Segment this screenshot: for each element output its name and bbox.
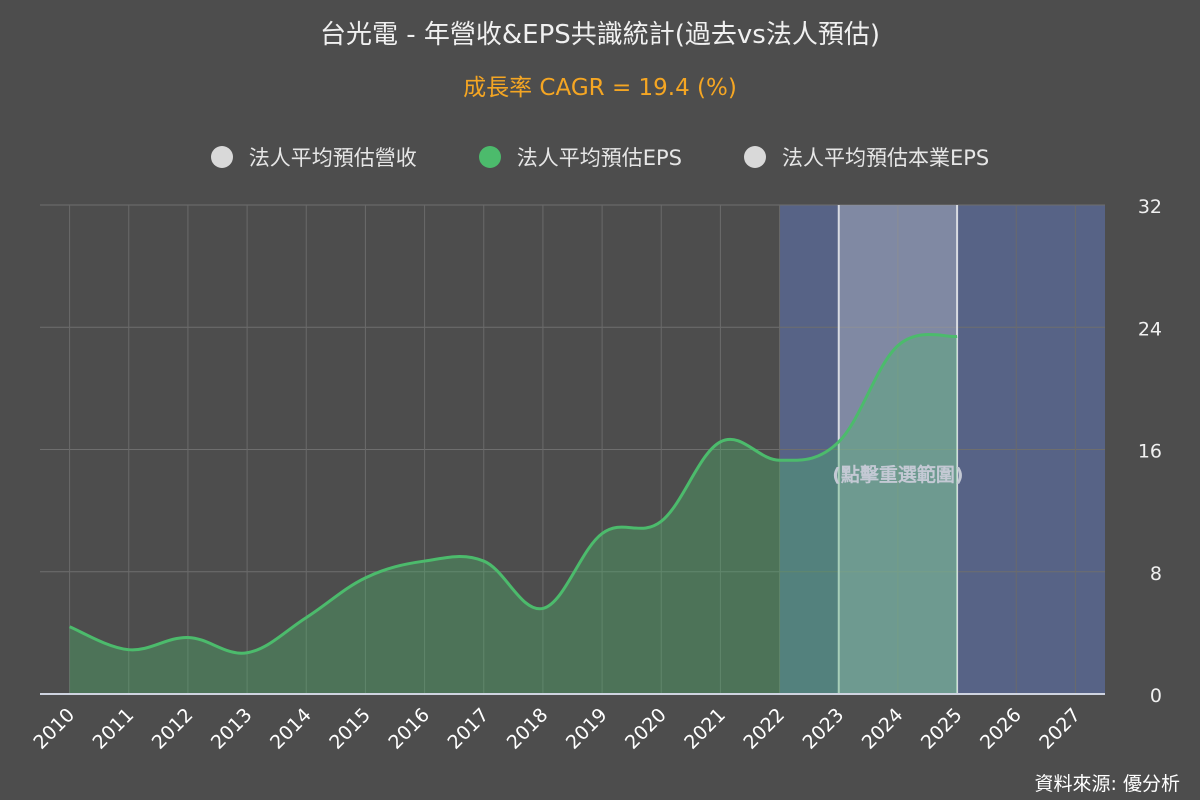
chart-title: 台光電 - 年營收&EPS共識統計(過去vs法人預估) — [319, 20, 881, 50]
legend-item-revenue[interactable]: 法人平均預估營收 — [210, 142, 417, 172]
y-tick-label-16: 16 — [1138, 441, 1162, 463]
legend-label-core-eps: 法人平均預估本業EPS — [782, 146, 990, 170]
series-eps-line — [69, 332, 958, 655]
x-tick-label-2020: 2020 — [621, 704, 671, 754]
chart-subtitle: 成長率 CAGR = 19.4 (%) — [463, 75, 737, 101]
x-tick-label-2022: 2022 — [739, 704, 789, 754]
legend-item-eps[interactable]: 法人平均預估EPS — [478, 142, 682, 172]
selected-range[interactable] — [838, 205, 958, 694]
x-tick-label-2015: 2015 — [325, 704, 375, 754]
y-tick-label-32: 32 — [1138, 196, 1162, 218]
y-tick-label-24: 24 — [1138, 318, 1162, 340]
x-tick-label-2010: 2010 — [29, 704, 79, 754]
x-tick-label-2011: 2011 — [89, 704, 139, 754]
legend-label-eps: 法人平均預估EPS — [516, 146, 682, 170]
x-tick-label-2027: 2027 — [1035, 704, 1085, 754]
x-tick-label-2019: 2019 — [562, 704, 612, 754]
data-source: 資料來源: 優分析 — [1034, 773, 1180, 795]
y-tick-label-8: 8 — [1150, 563, 1162, 585]
legend-dot-revenue-icon — [210, 146, 233, 168]
legend-label-revenue: 法人平均預估營收 — [248, 146, 417, 170]
x-tick-label-2017: 2017 — [444, 704, 494, 754]
x-tick-label-2024: 2024 — [858, 704, 908, 754]
y-tick-label-0: 0 — [1150, 685, 1162, 707]
x-tick-label-2023: 2023 — [799, 704, 849, 754]
x-tick-label-2021: 2021 — [680, 704, 730, 754]
x-tick-label-2018: 2018 — [503, 704, 553, 754]
legend-dot-eps-icon — [478, 146, 501, 168]
legend-item-core-eps[interactable]: 法人平均預估本業EPS — [744, 142, 989, 172]
x-tick-label-2013: 2013 — [207, 704, 257, 754]
x-tick-label-2016: 2016 — [384, 704, 434, 754]
legend-dot-core-eps-icon — [744, 146, 766, 168]
x-tick-label-2012: 2012 — [148, 704, 198, 754]
x-tick-label-2026: 2026 — [976, 704, 1026, 754]
selected-range-label[interactable]: (點擊重選範圍) — [832, 463, 963, 486]
legend: 法人平均預估營收 法人平均預估EPS 法人平均預估本業EPS — [0, 142, 1200, 172]
x-tick-label-2014: 2014 — [266, 704, 316, 754]
x-tick-label-2025: 2025 — [917, 704, 967, 754]
series-eps-area — [69, 334, 958, 694]
